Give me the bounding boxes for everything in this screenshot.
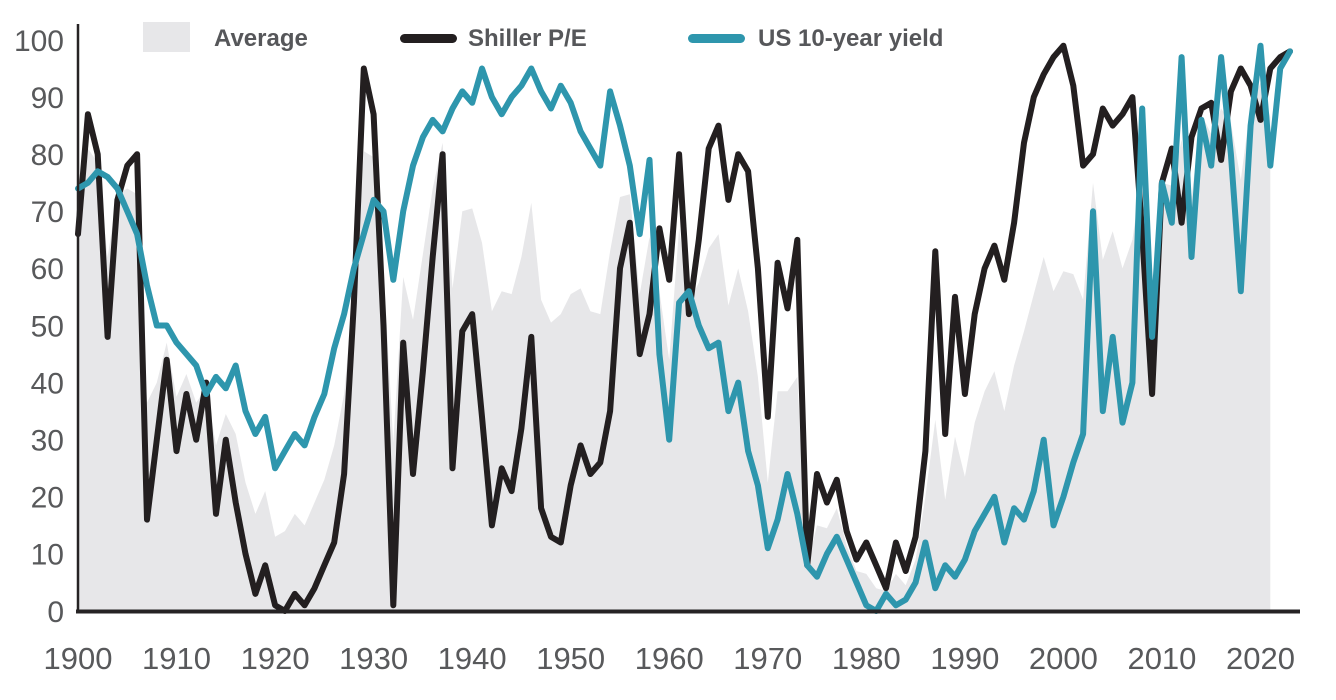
x-tick-label: 1980 <box>832 641 901 676</box>
x-tick-label: 2000 <box>1029 641 1098 676</box>
axes <box>76 24 1300 614</box>
x-tick-label: 1970 <box>733 641 802 676</box>
x-tick-label: 1910 <box>142 641 211 676</box>
y-tick-label: 80 <box>31 139 64 172</box>
y-tick-label: 40 <box>31 367 64 400</box>
x-tick-label: 1920 <box>241 641 310 676</box>
shiller-pe-line <box>75 42 1293 614</box>
y-tick-label: 0 <box>47 596 64 629</box>
x-tick-label: 1930 <box>339 641 408 676</box>
x-tick-label: 1950 <box>536 641 605 676</box>
legend-swatch-us-10-year-yield <box>688 34 745 43</box>
x-tick-label: 1960 <box>635 641 704 676</box>
y-tick-label: 20 <box>31 482 64 515</box>
y-tick-label: 30 <box>31 425 64 458</box>
x-tick-label: 1940 <box>438 641 507 676</box>
y-tick-label: 50 <box>31 310 64 343</box>
y-tick-label: 100 <box>14 25 64 58</box>
legend-swatch-shiller-pe <box>400 34 457 43</box>
y-tick-label: 90 <box>31 82 64 115</box>
legend-label-average: Average <box>214 25 308 52</box>
x-tick-label: 1900 <box>44 641 113 676</box>
y-tick-label: 70 <box>31 196 64 229</box>
y-tick-label: 10 <box>31 539 64 572</box>
x-tick-label: 1990 <box>930 641 999 676</box>
x-axis-labels: 1900 1910 1920 1930 1940 1950 1960 1970 1980 1990… <box>44 641 1295 676</box>
x-tick-label: 2020 <box>1226 641 1295 676</box>
y-axis-labels: 0 10 20 30 40 50 60 70 80 90 100 <box>14 25 64 629</box>
us-10-year-yield-line <box>75 42 1293 614</box>
legend: Average Shiller P/E US 10-year yield <box>143 22 943 52</box>
y-tick-label: 60 <box>31 253 64 286</box>
plot-area <box>75 42 1293 614</box>
legend-swatch-average <box>143 22 190 52</box>
legend-label-us-10-year-yield: US 10-year yield <box>758 25 943 52</box>
legend-label-shiller-pe: Shiller P/E <box>468 25 587 52</box>
x-tick-label: 2010 <box>1127 641 1196 676</box>
